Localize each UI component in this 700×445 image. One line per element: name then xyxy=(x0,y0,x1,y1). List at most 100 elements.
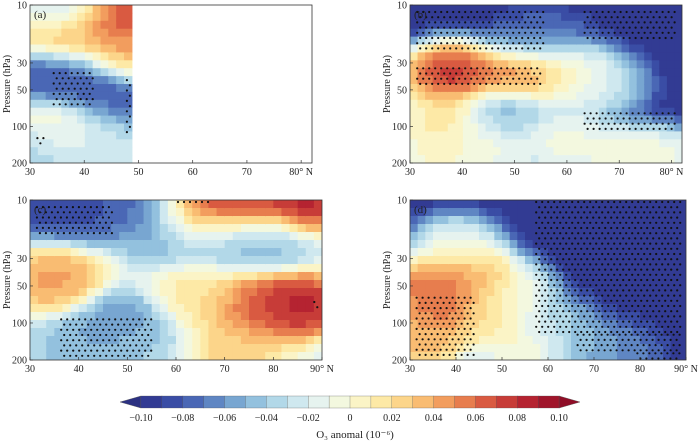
contour-cell xyxy=(617,232,626,241)
contour-cell xyxy=(583,155,592,163)
significance-dot xyxy=(565,294,568,297)
contour-cell xyxy=(410,68,419,77)
contour-cell xyxy=(111,216,120,225)
contour-cell xyxy=(425,352,434,360)
contour-cell xyxy=(553,60,562,69)
significance-dot xyxy=(649,200,652,204)
contour-cell xyxy=(546,147,555,156)
contour-cell xyxy=(61,28,70,38)
contour-cell xyxy=(410,224,419,233)
contour-cell xyxy=(77,139,86,148)
significance-dot xyxy=(621,338,624,341)
significance-dot xyxy=(655,325,658,328)
significance-dot xyxy=(457,348,460,351)
contour-cell xyxy=(249,224,258,233)
significance-dot xyxy=(455,36,458,40)
y-tick-label: 200 xyxy=(392,356,407,367)
significance-dot xyxy=(658,216,661,219)
contour-cell xyxy=(249,312,258,321)
significance-dot xyxy=(586,226,589,230)
contour-cell xyxy=(45,155,55,163)
contour-cell xyxy=(410,216,419,225)
significance-dot xyxy=(451,348,454,351)
contour-cell xyxy=(636,107,645,117)
contour-cell xyxy=(571,200,580,209)
significance-dot xyxy=(559,284,562,287)
significance-dot xyxy=(454,312,457,315)
significance-dot xyxy=(643,294,646,297)
contour-cell xyxy=(678,288,686,297)
contour-cell xyxy=(655,288,664,297)
significance-dot xyxy=(636,352,639,355)
contour-cell xyxy=(77,36,86,46)
contour-cell xyxy=(644,131,653,140)
contour-cell xyxy=(594,272,603,281)
contour-cell xyxy=(640,344,649,353)
contour-cell xyxy=(617,344,626,353)
significance-dot xyxy=(79,87,82,90)
contour-cell xyxy=(659,147,668,156)
contour-cell xyxy=(53,99,62,109)
contour-cell xyxy=(448,272,457,281)
significance-dot xyxy=(600,333,603,336)
significance-dot xyxy=(553,325,556,328)
significance-dot xyxy=(619,10,622,14)
significance-dot xyxy=(577,242,580,245)
contour-cell xyxy=(601,344,610,353)
significance-dot xyxy=(672,333,675,336)
contour-cell xyxy=(471,344,480,353)
contour-cell xyxy=(486,200,495,209)
contour-cell xyxy=(546,139,555,148)
contour-cell xyxy=(486,280,495,289)
contour-cell xyxy=(463,224,472,233)
contour-cell xyxy=(540,264,549,273)
contour-cell xyxy=(591,107,600,117)
contour-cell xyxy=(471,328,480,337)
contour-cell xyxy=(30,264,39,273)
contour-cell xyxy=(538,52,547,61)
contour-cell xyxy=(486,296,495,305)
contour-cell xyxy=(517,328,526,337)
significance-dot xyxy=(586,258,589,261)
contour-cell xyxy=(200,336,210,345)
contour-cell xyxy=(289,256,299,265)
contour-cell xyxy=(606,44,615,53)
contour-cell xyxy=(555,336,564,345)
significance-dot xyxy=(631,273,634,276)
contour-cell xyxy=(69,123,78,132)
contour-cell xyxy=(561,28,570,38)
significance-dot xyxy=(559,263,562,266)
significance-dot xyxy=(631,325,634,328)
significance-dot xyxy=(74,221,77,224)
contour-cell xyxy=(249,328,258,337)
significance-dot xyxy=(437,82,440,85)
contour-cell xyxy=(598,107,608,117)
contour-cell xyxy=(594,344,603,353)
contour-cell xyxy=(621,99,630,109)
contour-cell xyxy=(297,240,307,249)
significance-dot xyxy=(469,307,472,310)
significance-dot xyxy=(649,112,652,115)
significance-dot xyxy=(601,284,604,287)
contour-cell xyxy=(553,107,562,117)
significance-dot xyxy=(673,112,676,115)
contour-cell xyxy=(508,123,517,132)
contour-cell xyxy=(591,76,600,85)
contour-cell xyxy=(500,147,509,156)
contour-cell xyxy=(410,304,419,313)
contour-cell xyxy=(208,328,218,337)
contour-cell xyxy=(184,216,193,225)
contour-cell xyxy=(30,336,39,345)
contour-cell xyxy=(62,208,72,217)
contour-cell xyxy=(674,5,682,14)
contour-cell xyxy=(257,328,266,337)
contour-cell xyxy=(46,272,55,281)
significance-dot xyxy=(53,226,57,229)
significance-dot xyxy=(535,232,538,235)
contour-cell xyxy=(425,131,434,140)
contour-cell xyxy=(576,68,585,77)
contour-cell xyxy=(425,272,434,281)
contour-cell xyxy=(86,280,96,289)
significance-dot xyxy=(622,16,625,19)
contour-cell xyxy=(410,20,419,30)
